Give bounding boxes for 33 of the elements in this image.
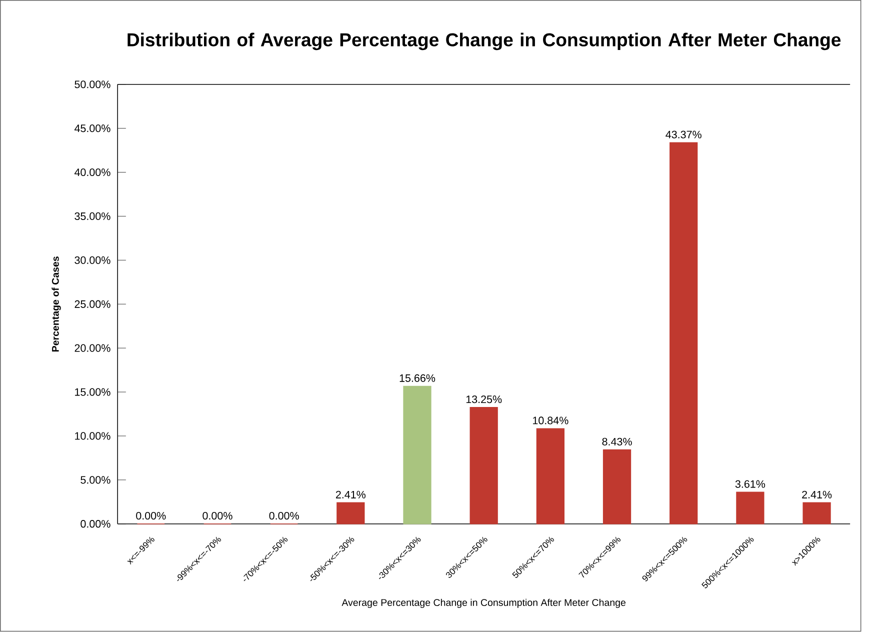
y-axis-title: Percentage of Cases [52,256,61,352]
data-label: 15.66% [400,374,436,382]
chart-title: Distribution of Average Percentage Change in Consumption After Meter Change [128,32,841,50]
data-label: 0.00% [202,512,232,520]
data-label: 0.00% [269,512,299,520]
y-tick-label: 5.00% [80,476,110,484]
y-tick-label: 10.00% [75,432,110,440]
y-tick-label: 15.00% [75,388,110,396]
bar [470,407,498,524]
bar [336,502,365,524]
bar [802,502,831,524]
bar [602,450,632,524]
y-tick-label: 25.00% [74,300,110,308]
bar [536,428,564,524]
bar [403,386,432,524]
y-tick-label: 0.00% [80,520,110,528]
y-tick-label: 40.00% [74,168,110,176]
bar [736,492,764,524]
bar [670,142,698,524]
x-axis-title: Average Percentage Change in Consumption After Meter Change [342,598,626,608]
data-label: 8.43% [602,438,632,446]
y-tick-label: 45.00% [74,124,110,132]
data-label: 10.84% [533,416,568,424]
data-label: 0.00% [136,512,166,520]
y-tick-label: 20.00% [74,344,110,352]
y-tick-label: 35.00% [74,212,110,220]
data-label: 3.61% [735,480,766,488]
data-label: 13.25% [466,396,502,404]
y-tick-label: 50.00% [74,80,110,88]
data-label: 2.41% [336,490,366,499]
y-tick-label: 30.00% [74,256,110,264]
data-label: 43.37% [666,130,702,138]
data-label: 2.41% [802,490,832,499]
